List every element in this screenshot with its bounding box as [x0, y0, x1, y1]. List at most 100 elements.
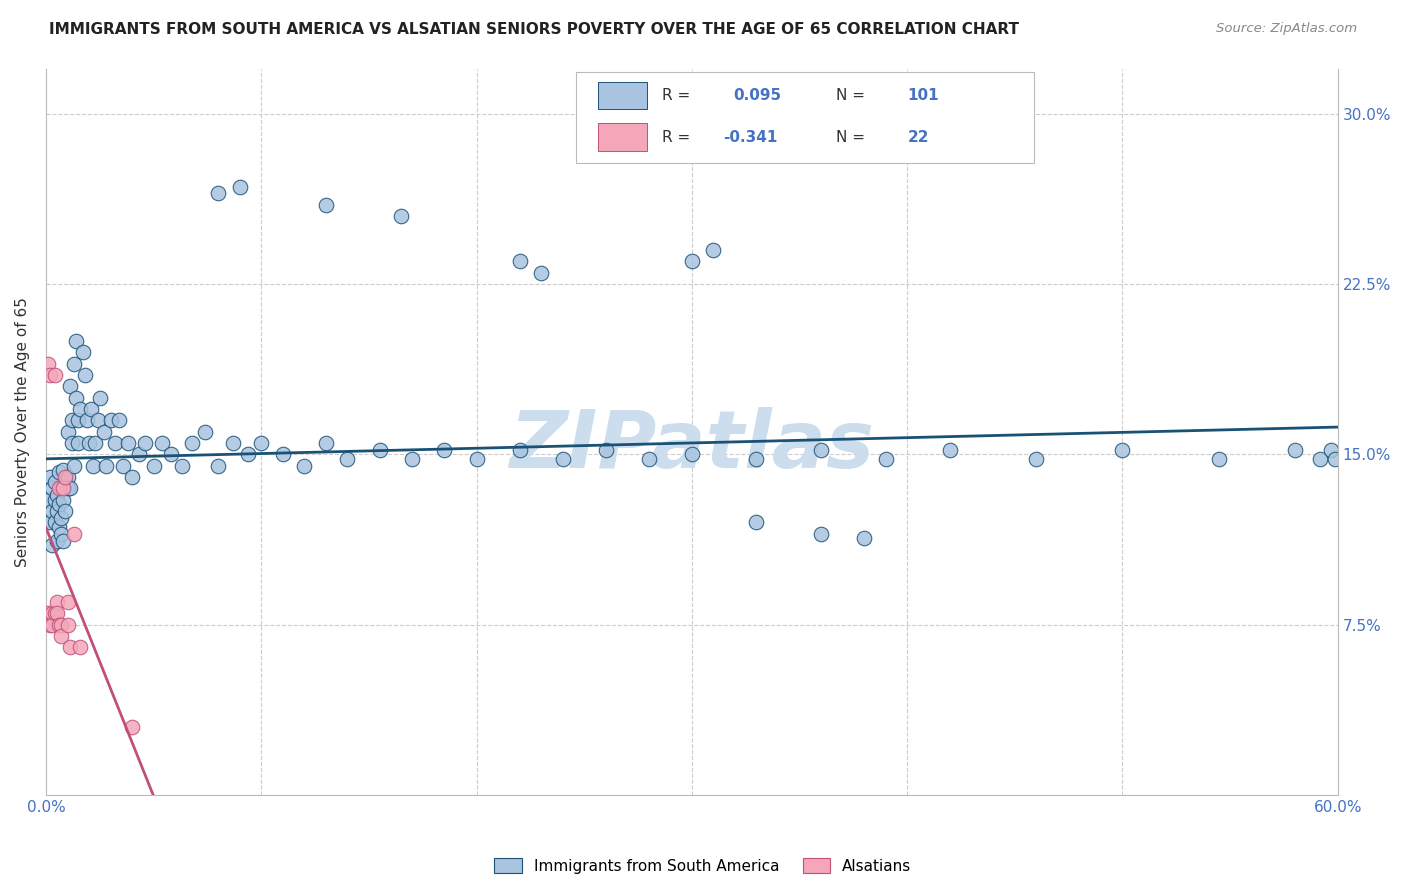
Point [1284, 442, 1306, 457]
Point [134, 436, 156, 450]
Point [181, 436, 204, 450]
Legend: Immigrants from South America, Alsatians: Immigrants from South America, Alsatians [488, 852, 918, 880]
Point [59, 640, 82, 655]
Point [52, 481, 75, 495]
Point [121, 470, 143, 484]
Point [194, 425, 217, 439]
Point [56, 470, 79, 484]
Point [39, 516, 62, 530]
Point [49, 526, 72, 541]
Text: Source: ZipAtlas.com: Source: ZipAtlas.com [1216, 22, 1357, 36]
Point [465, 451, 488, 466]
Point [939, 442, 962, 457]
Point [44, 606, 66, 620]
Point [93, 425, 115, 439]
Point [63, 526, 86, 541]
Point [48, 481, 70, 495]
Point [59, 481, 82, 495]
Text: 101: 101 [907, 88, 939, 103]
Point [509, 254, 531, 268]
Point [63, 458, 86, 473]
Point [63, 357, 86, 371]
Point [112, 458, 135, 473]
Point [142, 458, 165, 473]
Point [222, 436, 245, 450]
Point [52, 533, 75, 548]
Point [56, 481, 79, 495]
Point [86, 413, 108, 427]
Point [76, 413, 98, 427]
Point [315, 436, 337, 450]
Point [45, 533, 67, 548]
Point [401, 451, 423, 466]
Point [44, 492, 66, 507]
Point [39, 368, 62, 382]
Point [53, 475, 76, 489]
Point [53, 470, 76, 484]
Point [1025, 451, 1047, 466]
FancyBboxPatch shape [598, 81, 647, 109]
Point [368, 442, 391, 457]
Point [681, 447, 703, 461]
Point [160, 447, 183, 461]
Point [45, 595, 67, 609]
Point [41, 617, 63, 632]
Point [150, 436, 173, 450]
Point [37, 606, 59, 620]
Point [810, 526, 832, 541]
Point [37, 492, 59, 507]
Point [65, 391, 87, 405]
Point [48, 617, 70, 632]
Point [228, 179, 250, 194]
Point [207, 458, 229, 473]
Point [41, 538, 63, 552]
Point [39, 617, 62, 632]
Point [48, 520, 70, 534]
FancyBboxPatch shape [575, 72, 1033, 163]
Point [250, 436, 273, 450]
Text: R =: R = [662, 88, 690, 103]
Text: IMMIGRANTS FROM SOUTH AMERICA VS ALSATIAN SENIORS POVERTY OVER THE AGE OF 65 COR: IMMIGRANTS FROM SOUTH AMERICA VS ALSATIA… [49, 22, 1019, 37]
Point [745, 451, 768, 466]
Point [100, 413, 122, 427]
Y-axis label: Seniors Poverty Over the Age of 65: Seniors Poverty Over the Age of 65 [15, 297, 30, 566]
Text: -0.341: -0.341 [723, 129, 778, 145]
FancyBboxPatch shape [598, 123, 647, 151]
Point [45, 504, 67, 518]
Point [315, 197, 337, 211]
Point [67, 413, 90, 427]
Point [853, 531, 876, 545]
Point [702, 243, 724, 257]
Point [41, 481, 63, 495]
Point [69, 640, 91, 655]
Point [65, 334, 87, 348]
Point [44, 475, 66, 489]
Point [170, 458, 193, 473]
Point [595, 442, 617, 457]
Point [1320, 442, 1343, 457]
Point [1324, 451, 1347, 466]
Point [82, 458, 104, 473]
Point [121, 720, 143, 734]
Point [56, 617, 79, 632]
Point [44, 516, 66, 530]
Point [48, 497, 70, 511]
Point [69, 401, 91, 416]
Point [207, 186, 229, 201]
Point [433, 442, 456, 457]
Point [52, 463, 75, 477]
Point [681, 254, 703, 268]
Text: N =: N = [837, 129, 866, 145]
Point [59, 379, 82, 393]
Point [238, 447, 260, 461]
Point [60, 436, 83, 450]
Point [292, 458, 315, 473]
Point [128, 447, 150, 461]
Point [80, 401, 103, 416]
Point [1309, 451, 1331, 466]
Point [84, 436, 107, 450]
Point [45, 488, 67, 502]
Point [49, 617, 72, 632]
Point [551, 451, 574, 466]
Point [56, 595, 79, 609]
